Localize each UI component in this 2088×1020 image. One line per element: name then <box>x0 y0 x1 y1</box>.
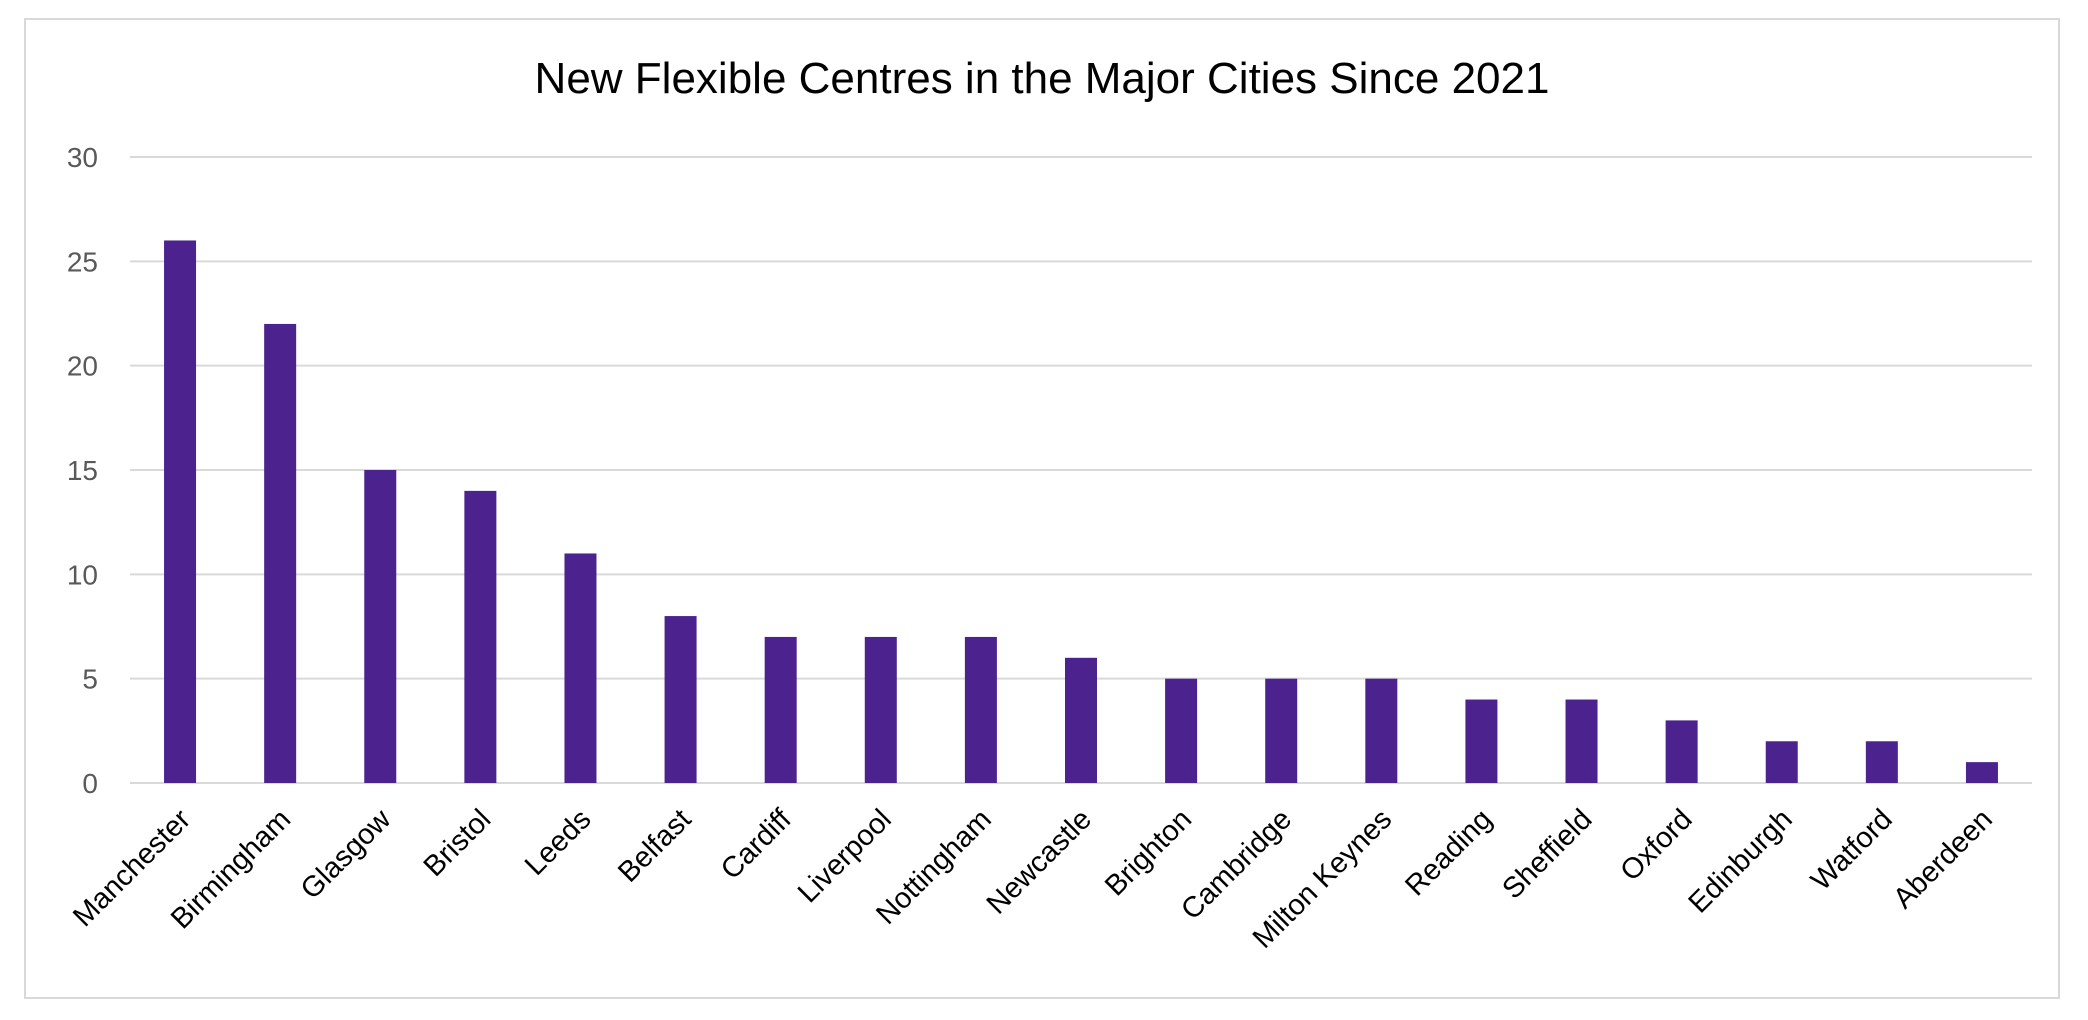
x-tick-label: Liverpool <box>792 803 898 909</box>
y-tick-label: 20 <box>67 351 98 382</box>
bar-belfast <box>664 616 697 783</box>
bar-bristol <box>464 490 497 783</box>
bar-aberdeen <box>1965 762 1998 783</box>
bar-brighton <box>1165 678 1198 783</box>
bar-milton-keynes <box>1365 678 1398 783</box>
bar-newcastle <box>1065 657 1097 783</box>
x-tick-label: Brighton <box>1099 803 1198 902</box>
bar-cambridge <box>1265 678 1298 783</box>
x-tick-label: Glasgow <box>295 803 398 906</box>
chart-title: New Flexible Centres in the Major Cities… <box>535 54 1550 103</box>
bar-birmingham <box>264 323 297 783</box>
y-tick-label: 5 <box>82 664 98 695</box>
bar-manchester <box>164 240 197 783</box>
x-tick-label: Aberdeen <box>1887 803 1999 915</box>
x-tick-label: Oxford <box>1614 803 1698 887</box>
y-tick-label: 15 <box>67 455 98 486</box>
bar-sheffield <box>1565 699 1598 783</box>
bar-oxford <box>1665 720 1698 783</box>
chart-frame <box>24 18 2060 999</box>
x-tick-label: Edinburgh <box>1683 803 1799 919</box>
x-tick-label: Cardiff <box>715 803 798 886</box>
bar-glasgow <box>364 470 397 783</box>
x-tick-label: Sheffield <box>1496 803 1598 905</box>
y-tick-label: 25 <box>67 246 98 277</box>
x-tick-label: Leeds <box>519 803 597 881</box>
bars <box>164 240 1998 783</box>
bar-cardiff <box>764 636 797 783</box>
y-tick-label: 30 <box>67 142 98 173</box>
x-tick-label: Bristol <box>418 803 498 883</box>
bar-nottingham <box>964 636 997 783</box>
y-tick-label: 10 <box>67 559 98 590</box>
bar-edinburgh <box>1765 741 1798 783</box>
x-tick-label: Watford <box>1805 803 1899 897</box>
y-axis-ticks: 0 5 10 15 20 25 30 <box>67 142 98 799</box>
bar-liverpool <box>864 636 897 783</box>
x-tick-label: Newcastle <box>981 803 1098 920</box>
x-tick-label: Reading <box>1399 803 1498 902</box>
y-tick-label: 0 <box>82 768 98 799</box>
gridlines <box>130 156 2032 784</box>
x-tick-label: Belfast <box>612 803 697 888</box>
bar-leeds <box>564 553 597 783</box>
bar-reading <box>1465 699 1498 783</box>
bar-watford <box>1865 741 1898 783</box>
